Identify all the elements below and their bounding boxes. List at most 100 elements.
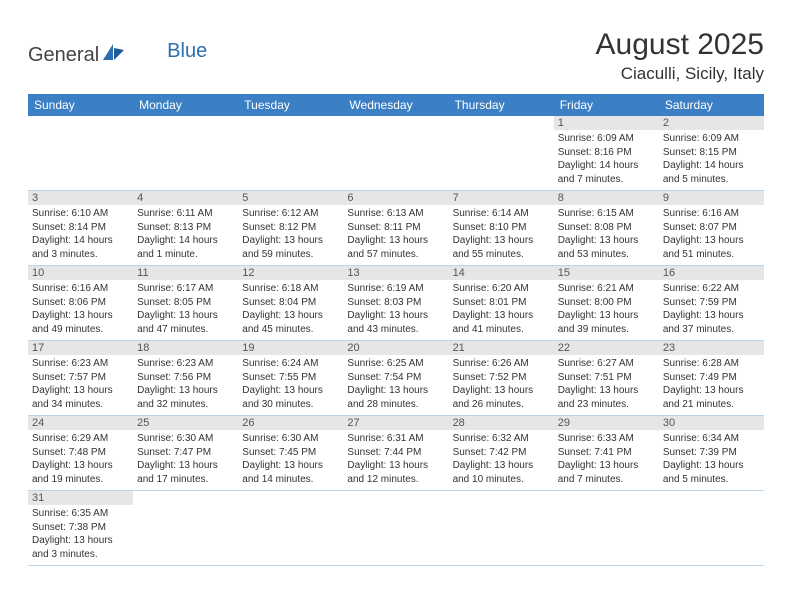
day-details: Sunrise: 6:16 AMSunset: 8:07 PMDaylight:… — [663, 207, 760, 261]
calendar-day-cell: 1Sunrise: 6:09 AMSunset: 8:16 PMDaylight… — [554, 116, 659, 190]
sunset-text: Sunset: 8:15 PM — [663, 146, 760, 160]
sunrise-text: Sunrise: 6:26 AM — [453, 357, 550, 371]
sail-icon — [103, 44, 125, 67]
calendar-day-cell — [449, 491, 554, 565]
daylight-text: Daylight: 13 hours and 55 minutes. — [453, 234, 550, 261]
day-number: 7 — [449, 191, 554, 205]
day-number: 15 — [554, 266, 659, 280]
sunrise-text: Sunrise: 6:31 AM — [347, 432, 444, 446]
day-number: 30 — [659, 416, 764, 430]
calendar-day-cell: 26Sunrise: 6:30 AMSunset: 7:45 PMDayligh… — [238, 416, 343, 490]
logo-text-general: General — [28, 44, 99, 67]
calendar-day-cell: 27Sunrise: 6:31 AMSunset: 7:44 PMDayligh… — [343, 416, 448, 490]
weekday-header: Friday — [554, 94, 659, 116]
sunrise-text: Sunrise: 6:19 AM — [347, 282, 444, 296]
calendar-day-cell: 25Sunrise: 6:30 AMSunset: 7:47 PMDayligh… — [133, 416, 238, 490]
sunset-text: Sunset: 8:12 PM — [242, 221, 339, 235]
calendar-day-cell: 6Sunrise: 6:13 AMSunset: 8:11 PMDaylight… — [343, 191, 448, 265]
day-number: 2 — [659, 116, 764, 130]
calendar-week-row: 31Sunrise: 6:35 AMSunset: 7:38 PMDayligh… — [28, 491, 764, 566]
day-number: 13 — [343, 266, 448, 280]
weekday-header: Thursday — [449, 94, 554, 116]
sunrise-text: Sunrise: 6:09 AM — [663, 132, 760, 146]
calendar-day-cell: 13Sunrise: 6:19 AMSunset: 8:03 PMDayligh… — [343, 266, 448, 340]
sunrise-text: Sunrise: 6:22 AM — [663, 282, 760, 296]
sunrise-text: Sunrise: 6:12 AM — [242, 207, 339, 221]
calendar-day-cell — [238, 116, 343, 190]
daylight-text: Daylight: 13 hours and 57 minutes. — [347, 234, 444, 261]
calendar-week-row: 1Sunrise: 6:09 AMSunset: 8:16 PMDaylight… — [28, 116, 764, 191]
sunrise-text: Sunrise: 6:33 AM — [558, 432, 655, 446]
sunset-text: Sunset: 7:55 PM — [242, 371, 339, 385]
calendar-day-cell: 17Sunrise: 6:23 AMSunset: 7:57 PMDayligh… — [28, 341, 133, 415]
day-details: Sunrise: 6:30 AMSunset: 7:47 PMDaylight:… — [137, 432, 234, 486]
calendar-day-cell: 31Sunrise: 6:35 AMSunset: 7:38 PMDayligh… — [28, 491, 133, 565]
sunset-text: Sunset: 7:52 PM — [453, 371, 550, 385]
sunset-text: Sunset: 7:51 PM — [558, 371, 655, 385]
sunset-text: Sunset: 7:44 PM — [347, 446, 444, 460]
sunrise-text: Sunrise: 6:10 AM — [32, 207, 129, 221]
sunset-text: Sunset: 7:45 PM — [242, 446, 339, 460]
calendar-day-cell — [238, 491, 343, 565]
weekday-header: Wednesday — [343, 94, 448, 116]
sunset-text: Sunset: 8:07 PM — [663, 221, 760, 235]
day-number: 23 — [659, 341, 764, 355]
day-number: 26 — [238, 416, 343, 430]
day-number: 5 — [238, 191, 343, 205]
calendar-day-cell: 5 Sunrise: 6:12 AMSunset: 8:12 PMDaylight… — [238, 191, 343, 265]
sunrise-text: Sunrise: 6:23 AM — [137, 357, 234, 371]
day-details: Sunrise: 6:12 AMSunset: 8:12 PMDaylight:… — [242, 207, 339, 261]
sunrise-text: Sunrise: 6:32 AM — [453, 432, 550, 446]
calendar-day-cell — [659, 491, 764, 565]
daylight-text: Daylight: 13 hours and 19 minutes. — [32, 459, 129, 486]
sunset-text: Sunset: 8:05 PM — [137, 296, 234, 310]
daylight-text: Daylight: 13 hours and 45 minutes. — [242, 309, 339, 336]
calendar-day-cell: 30Sunrise: 6:34 AMSunset: 7:39 PMDayligh… — [659, 416, 764, 490]
sunset-text: Sunset: 8:06 PM — [32, 296, 129, 310]
day-number: 24 — [28, 416, 133, 430]
daylight-text: Daylight: 13 hours and 30 minutes. — [242, 384, 339, 411]
sunrise-text: Sunrise: 6:16 AM — [663, 207, 760, 221]
sunset-text: Sunset: 7:38 PM — [32, 521, 129, 535]
weekday-header: Saturday — [659, 94, 764, 116]
daylight-text: Daylight: 13 hours and 26 minutes. — [453, 384, 550, 411]
location-text: Ciaculli, Sicily, Italy — [596, 64, 764, 84]
daylight-text: Daylight: 13 hours and 47 minutes. — [137, 309, 234, 336]
calendar-day-cell: 19Sunrise: 6:24 AMSunset: 7:55 PMDayligh… — [238, 341, 343, 415]
day-number: 21 — [449, 341, 554, 355]
daylight-text: Daylight: 13 hours and 34 minutes. — [32, 384, 129, 411]
day-details: Sunrise: 6:17 AMSunset: 8:05 PMDaylight:… — [137, 282, 234, 336]
day-number: 16 — [659, 266, 764, 280]
daylight-text: Daylight: 13 hours and 32 minutes. — [137, 384, 234, 411]
day-details: Sunrise: 6:23 AMSunset: 7:57 PMDaylight:… — [32, 357, 129, 411]
daylight-text: Daylight: 14 hours and 7 minutes. — [558, 159, 655, 186]
sunset-text: Sunset: 8:03 PM — [347, 296, 444, 310]
sunset-text: Sunset: 8:04 PM — [242, 296, 339, 310]
sunrise-text: Sunrise: 6:18 AM — [242, 282, 339, 296]
sunrise-text: Sunrise: 6:13 AM — [347, 207, 444, 221]
calendar-day-cell — [449, 116, 554, 190]
sunrise-text: Sunrise: 6:24 AM — [242, 357, 339, 371]
sunrise-text: Sunrise: 6:20 AM — [453, 282, 550, 296]
sunrise-text: Sunrise: 6:25 AM — [347, 357, 444, 371]
calendar-day-cell: 21 Sunrise: 6:26 AMSunset: 7:52 PMDayligh… — [449, 341, 554, 415]
day-details: Sunrise: 6:20 AMSunset: 8:01 PMDaylight:… — [453, 282, 550, 336]
day-number: 10 — [28, 266, 133, 280]
sunrise-text: Sunrise: 6:34 AM — [663, 432, 760, 446]
sunset-text: Sunset: 8:14 PM — [32, 221, 129, 235]
sunrise-text: Sunrise: 6:30 AM — [137, 432, 234, 446]
day-details: Sunrise: 6:14 AMSunset: 8:10 PMDaylight:… — [453, 207, 550, 261]
day-details: Sunrise: 6:15 AMSunset: 8:08 PMDaylight:… — [558, 207, 655, 261]
day-number: 3 — [28, 191, 133, 205]
sunrise-text: Sunrise: 6:11 AM — [137, 207, 234, 221]
calendar-day-cell — [343, 116, 448, 190]
day-number: 18 — [133, 341, 238, 355]
day-details: Sunrise: 6:11 AMSunset: 8:13 PMDaylight:… — [137, 207, 234, 261]
calendar-day-cell: 4Sunrise: 6:11 AMSunset: 8:13 PMDaylight… — [133, 191, 238, 265]
daylight-text: Daylight: 14 hours and 1 minute. — [137, 234, 234, 261]
sunset-text: Sunset: 7:54 PM — [347, 371, 444, 385]
calendar-week-row: 24Sunrise: 6:29 AMSunset: 7:48 PMDayligh… — [28, 416, 764, 491]
day-number: 28 — [449, 416, 554, 430]
day-details: Sunrise: 6:22 AMSunset: 7:59 PMDaylight:… — [663, 282, 760, 336]
day-number: 22 — [554, 341, 659, 355]
